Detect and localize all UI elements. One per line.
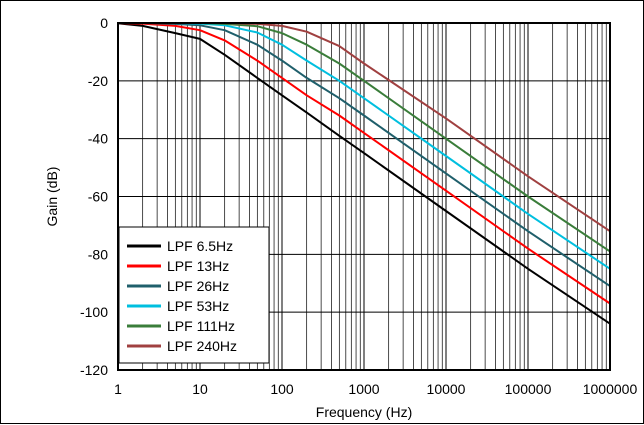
legend-label: LPF 13Hz — [167, 258, 229, 274]
x-tick-label: 1000 — [348, 381, 379, 397]
y-tick-label: -40 — [88, 131, 108, 147]
legend-box — [118, 226, 270, 364]
tick-labels: 1 10 100 1000 10000 100000 1000000 0 -20 -40 -60 -8… — [80, 15, 637, 397]
x-tick-label: 100 — [270, 381, 294, 397]
y-tick-label: -120 — [80, 362, 108, 378]
y-tick-label: 0 — [100, 15, 108, 31]
legend-label: LPF 111Hz — [167, 318, 235, 334]
series-line-1 — [117, 22, 611, 305]
y-tick-label: -80 — [88, 246, 108, 262]
legend-label: LPF 6.5Hz — [167, 238, 233, 254]
x-tick-label: 100000 — [505, 381, 552, 397]
legend: LPF 6.5Hz LPF 13Hz LPF 26Hz LPF 53Hz LPF 111… — [118, 226, 270, 364]
legend-label: LPF 53Hz — [167, 298, 229, 314]
x-axis-title: Frequency (Hz) — [316, 404, 412, 420]
x-tick-label: 10000 — [427, 381, 466, 397]
x-tick-label: 1000000 — [583, 381, 638, 397]
y-tick-label: -60 — [88, 189, 108, 205]
series-line-0 — [117, 22, 611, 325]
plot-border — [117, 22, 611, 371]
legend-label: LPF 240Hz — [167, 338, 237, 354]
y-axis-title: Gain (dB) — [44, 167, 60, 227]
x-tick-label: 10 — [192, 381, 208, 397]
y-tick-label: -100 — [80, 304, 108, 320]
x-tick-label: 1 — [114, 381, 122, 397]
legend-label: LPF 26Hz — [167, 278, 229, 294]
y-tick-label: -20 — [88, 73, 108, 89]
